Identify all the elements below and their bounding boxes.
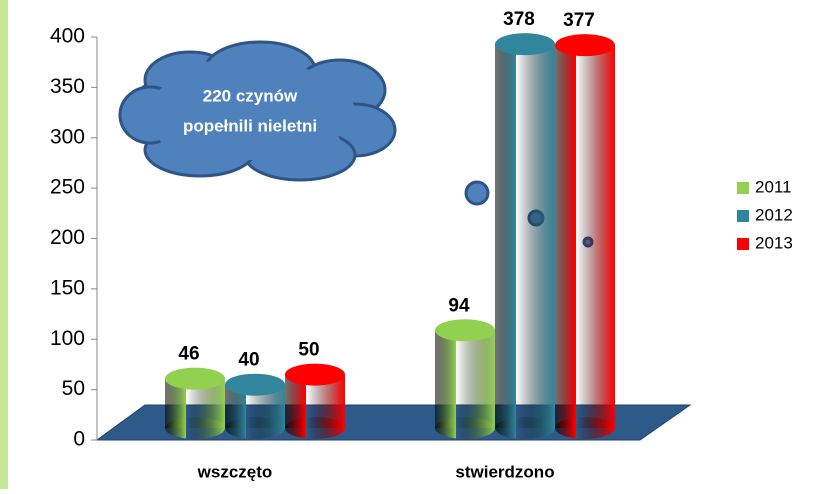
x-tick-label: stwierdzono [455, 462, 554, 481]
y-tick-label: 0 [73, 428, 85, 451]
bar [555, 34, 615, 439]
data-label: 378 [503, 9, 535, 30]
bar-bottom [225, 417, 285, 439]
bar [285, 363, 345, 439]
y-tick-label: 300 [50, 125, 85, 148]
annotation: 220 czynów [203, 86, 298, 105]
annotation: popełnili nieletni [183, 116, 317, 135]
y-tick-label: 50 [62, 377, 85, 400]
y-tick-label: 100 [50, 327, 85, 350]
data-label: 46 [178, 344, 199, 365]
x-tick-label: wszczęto [197, 462, 273, 481]
bar-bottom [495, 417, 555, 439]
legend-swatch [737, 238, 749, 250]
bar [225, 373, 285, 439]
y-tick-label: 250 [50, 176, 85, 199]
legend-swatch [737, 182, 749, 194]
bar-bottom [165, 417, 225, 439]
bar [435, 319, 495, 439]
side-stripe [0, 0, 8, 489]
data-label: 50 [298, 340, 319, 361]
bar-top [165, 367, 225, 390]
legend-swatch [737, 210, 749, 222]
bar-bottom [555, 417, 615, 439]
data-label: 40 [238, 350, 259, 371]
bar-body [555, 45, 615, 429]
bar-top [285, 363, 345, 386]
bar [495, 33, 555, 439]
bar-top [225, 373, 285, 396]
y-tick-label: 150 [50, 276, 85, 299]
y-tick-label: 200 [50, 226, 85, 249]
bar-body [495, 44, 555, 428]
bar-top [435, 319, 495, 342]
bar-body [435, 330, 495, 428]
legend-label: 2013 [755, 233, 793, 252]
bar-bottom [285, 417, 345, 439]
legend-label: 2011 [755, 177, 792, 196]
data-label: 94 [448, 295, 470, 316]
bar-top [495, 33, 555, 56]
y-tick-label: 350 [50, 75, 85, 98]
cloud [118, 40, 594, 248]
bar [165, 367, 225, 439]
bar-top [555, 34, 615, 57]
legend-label: 2012 [755, 205, 793, 224]
y-tick-label: 400 [50, 25, 85, 48]
bar-bottom [435, 417, 495, 439]
data-label: 377 [563, 10, 595, 31]
